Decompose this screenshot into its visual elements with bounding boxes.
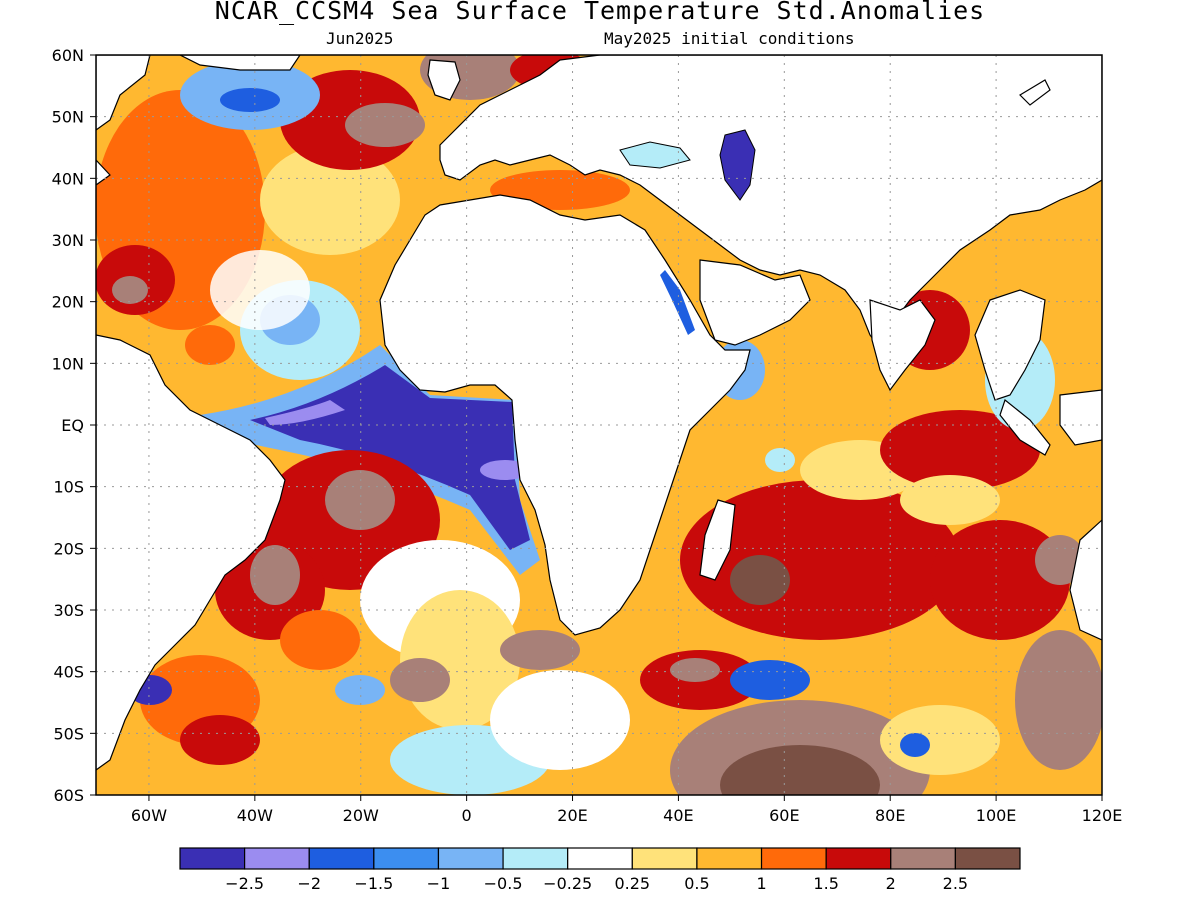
colorbar-swatch [502, 847, 569, 870]
lon-label: 60W [131, 806, 167, 825]
colorbar-swatch [696, 847, 763, 870]
map-title: NCAR_CCSM4 Sea Surface Temperature Std.A… [214, 0, 986, 25]
colorbar-tick-label: −0.25 [543, 874, 592, 893]
colorbar-swatch [437, 847, 504, 870]
lat-label: 30N [52, 231, 84, 250]
colorbar: −2.5 −2 −1.5 −1 −0.5 −0.25 0.25 0.5 1 1.5 2 2.5 [179, 847, 1021, 893]
lat-label: 60N [52, 46, 84, 65]
initial-conditions-label: May2025 initial conditions [604, 29, 855, 48]
lat-label: EQ [61, 416, 84, 435]
colorbar-swatch [954, 847, 1021, 870]
colorbar-swatch [373, 847, 440, 870]
lat-label: 30S [53, 601, 84, 620]
colorbar-tick-label: −2 [297, 874, 321, 893]
colorbar-swatch [567, 847, 633, 870]
lon-label: 20W [343, 806, 379, 825]
graticule [96, 55, 1102, 795]
lon-label: 120E [1082, 806, 1123, 825]
colorbar-tick-label: 1 [756, 874, 766, 893]
colorbar-swatch [825, 847, 892, 870]
colorbar-tick-label: −2.5 [225, 874, 264, 893]
colorbar-tick-label: 2 [886, 874, 896, 893]
lat-label: 50N [52, 108, 84, 127]
forecast-month: Jun2025 [326, 29, 394, 48]
lat-label: 40S [53, 663, 84, 682]
colorbar-swatch [631, 847, 698, 870]
lon-label: 0 [462, 806, 472, 825]
colorbar-tick-label: −1.5 [354, 874, 393, 893]
colorbar-tick-label: 0.5 [684, 874, 709, 893]
lat-label: 10S [53, 478, 84, 497]
lat-label: 20N [52, 293, 84, 312]
lon-label: 80E [875, 806, 905, 825]
lat-label: 50S [53, 724, 84, 743]
colorbar-swatch [760, 847, 827, 870]
colorbar-swatch [308, 847, 375, 870]
lon-label: 20E [557, 806, 587, 825]
colorbar-tick-label: 0.25 [614, 874, 650, 893]
lat-label: 40N [52, 169, 84, 188]
lon-label: 60E [769, 806, 799, 825]
colorbar-tick-label: 2.5 [943, 874, 968, 893]
colorbar-swatch [890, 847, 956, 870]
lon-label: 40E [663, 806, 693, 825]
colorbar-swatch [179, 847, 246, 870]
lat-label: 60S [53, 786, 84, 805]
lon-label: 40W [237, 806, 273, 825]
colorbar-tick-label: −1 [427, 874, 451, 893]
colorbar-tick-label: −0.5 [484, 874, 523, 893]
land-masses [96, 55, 1102, 771]
lat-label: 20S [53, 539, 84, 558]
lon-label: 100E [976, 806, 1017, 825]
lat-label: 10N [52, 354, 84, 373]
colorbar-swatch [244, 847, 310, 870]
latitude-labels: 60N 50N 40N 30N 20N 10N EQ 10S 20S 30S 40S 50S 60S [52, 46, 96, 805]
longitude-labels: 60W 40W 20W 0 20E 40E 60E 80E 100E 120E [131, 795, 1122, 825]
colorbar-tick-label: 1.5 [813, 874, 838, 893]
